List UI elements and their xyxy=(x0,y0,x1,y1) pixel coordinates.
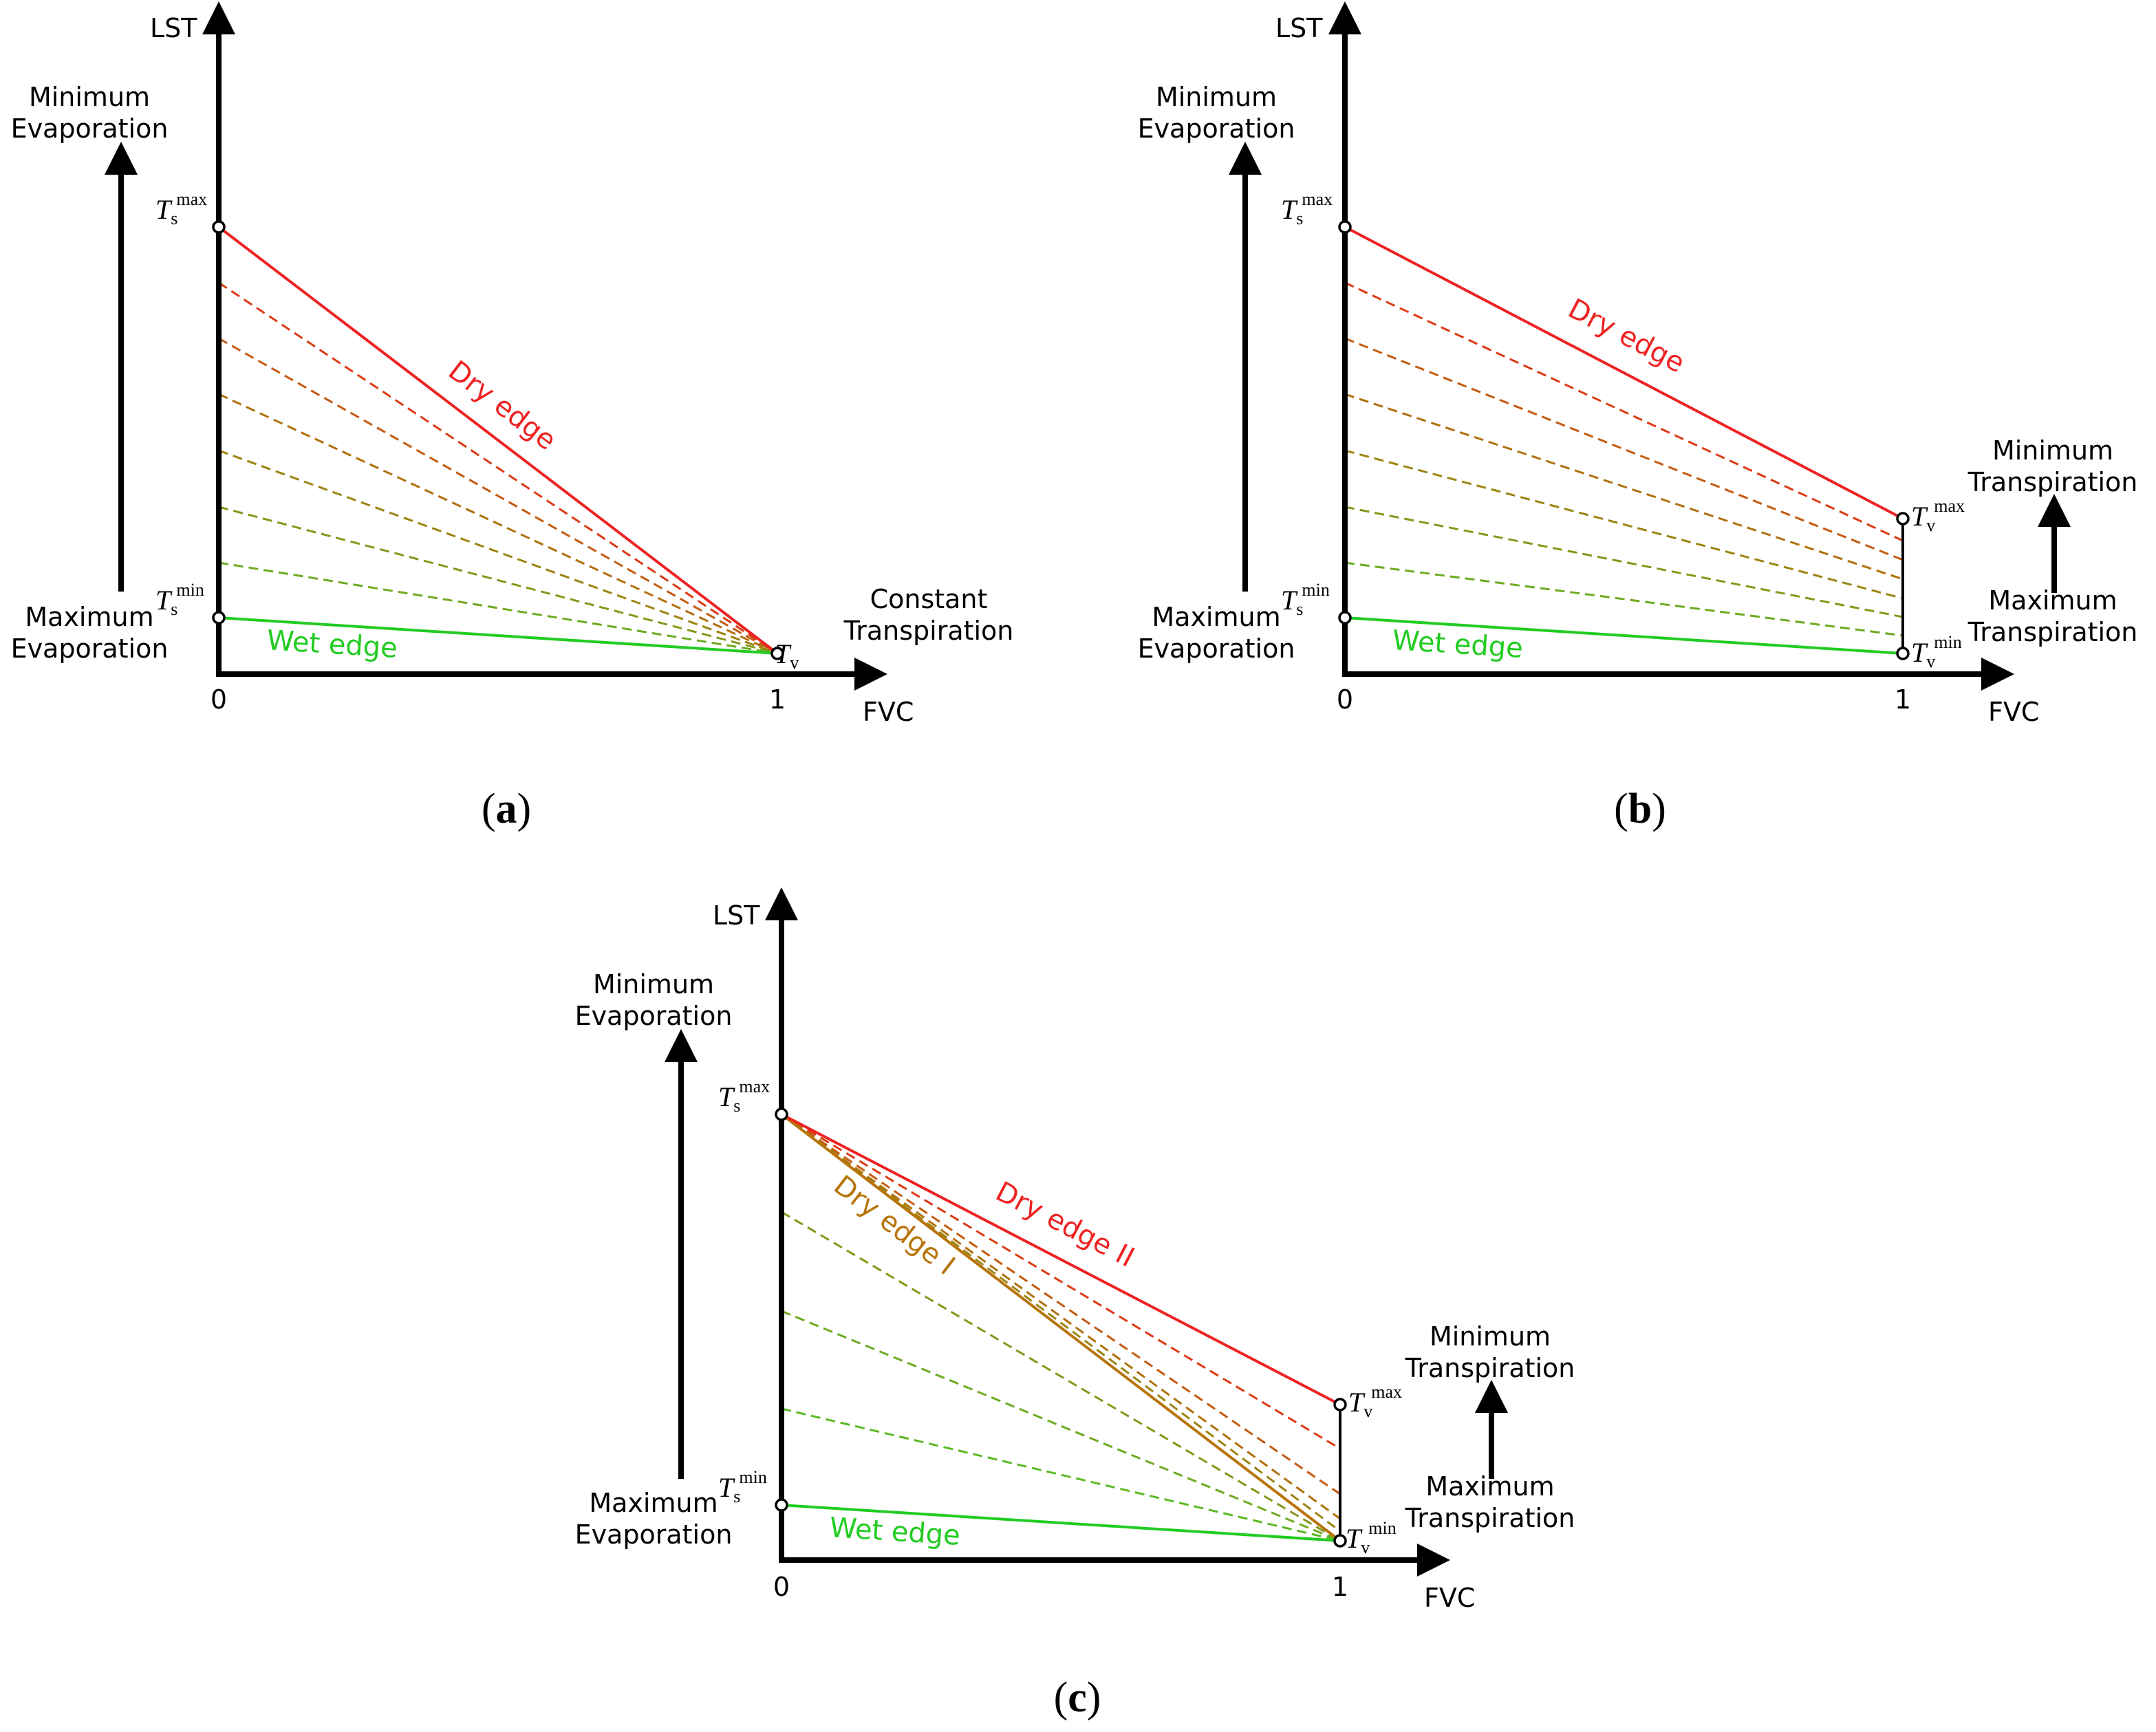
panel-c-y-axis-label: LST xyxy=(713,900,760,931)
panel-c-dashed-line-upper xyxy=(781,1113,1341,1520)
panel-a-min-evaporation-line1: Minimum xyxy=(29,82,150,112)
panel-b-tv-max-point-icon xyxy=(1896,512,1910,526)
panel-c-ts-max-symbol: Tsmax xyxy=(718,1076,770,1116)
panel-c-tv-min-point-icon xyxy=(1333,1534,1347,1548)
panel-c-dashed-line-upper xyxy=(781,1113,1341,1450)
panel-b-max-evaporation-line2: Evaporation xyxy=(1138,634,1295,664)
panel-c-dashed-line-lower xyxy=(781,1211,1341,1542)
panel-b-caption: (b) xyxy=(1614,786,1666,832)
panel-b-ts-min-point-icon xyxy=(1338,611,1352,625)
panel-b-ts-max-symbol: Tsmax xyxy=(1281,189,1333,228)
panel-c-wet-edge-line xyxy=(781,1504,1341,1542)
panel-b-dashed-line xyxy=(1344,393,1904,581)
panel-a-dashed-line xyxy=(218,506,778,655)
panel-c-tv-min-symbol: Tvmin xyxy=(1346,1518,1397,1557)
panel-c-dry-edge-ii-line xyxy=(781,1113,1341,1406)
panel-c-dashed-isolines xyxy=(781,1113,1341,1542)
panel-b-x-tick-1: 1 xyxy=(1895,684,1911,715)
panel-c-wet-edge-label: Wet edge xyxy=(828,1512,961,1552)
panel-a-dashed-line xyxy=(218,449,778,655)
panel-b-wet-edge-label: Wet edge xyxy=(1391,625,1524,664)
panel-a-tv-symbol: Tv xyxy=(775,638,799,673)
panel-b-min-evaporation-line1: Minimum xyxy=(1156,82,1277,112)
panel-c-ts-min-symbol: Tsmin xyxy=(718,1467,767,1506)
panel-a-x-axis-label: FVC xyxy=(863,697,914,727)
panel-c-dry-edge-i-label: Dry edge I xyxy=(828,1169,960,1281)
panel-a-x-tick-1: 1 xyxy=(769,684,786,715)
panel-c-x-axis-label: FVC xyxy=(1424,1583,1475,1613)
panel-a-dashed-line xyxy=(218,393,778,655)
panel-c-max-evaporation-line1: Maximum xyxy=(589,1488,718,1518)
panel-c-caption: (c) xyxy=(1054,1674,1101,1721)
panel-b-dashed-line xyxy=(1344,337,1904,561)
panel-b: LST FVC 0 1 Minimum Evaporation Maximum … xyxy=(1138,1,2138,832)
panel-c: LST FVC 0 1 Minimum Evaporation Maximum … xyxy=(575,887,1575,1721)
panel-a-constant-transpiration-line2: Transpiration xyxy=(843,616,1014,646)
panel-a-wet-edge-label: Wet edge xyxy=(266,625,398,664)
panel-a-dashed-isolines xyxy=(218,281,778,655)
panel-a-ts-max-point-icon xyxy=(212,220,226,234)
panel-a-y-axis-label: LST xyxy=(150,13,197,43)
panel-b-dashed-isolines xyxy=(1344,281,1904,637)
panel-b-dry-edge-label: Dry edge xyxy=(1563,293,1690,380)
panel-c-dry-edge-i-line xyxy=(780,1113,1341,1542)
panel-a-ts-min-point-icon xyxy=(212,611,226,625)
panel-b-dashed-line xyxy=(1344,281,1904,542)
panel-b-x-axis-label: FVC xyxy=(1988,697,2039,727)
panel-c-min-evaporation-line2: Evaporation xyxy=(575,1001,733,1031)
panel-c-max-transpiration-line2: Transpiration xyxy=(1405,1503,1575,1533)
panel-a-caption: (a) xyxy=(482,786,531,832)
panel-b-max-evaporation-line1: Maximum xyxy=(1152,602,1280,632)
panel-b-dashed-line xyxy=(1344,561,1904,637)
panel-b-y-axis-label: LST xyxy=(1275,13,1323,43)
panel-b-max-transpiration-line1: Maximum xyxy=(1988,585,2117,616)
panel-a-ts-min-symbol: Tsmin xyxy=(155,580,204,619)
panel-c-tv-max-point-icon xyxy=(1333,1398,1347,1411)
panel-a-ts-max-symbol: Tsmax xyxy=(155,189,207,228)
panel-a-max-evaporation-line2: Evaporation xyxy=(11,634,169,664)
panel-c-min-transpiration-line1: Minimum xyxy=(1430,1321,1551,1352)
panel-b-dashed-line xyxy=(1344,506,1904,618)
panel-b-dashed-line xyxy=(1344,449,1904,600)
panel-b-tv-min-point-icon xyxy=(1896,647,1910,660)
panel-b-ts-max-point-icon xyxy=(1338,220,1352,234)
panel-c-x-tick-0: 0 xyxy=(773,1572,790,1602)
panel-c-dashed-line-lower xyxy=(781,1310,1341,1542)
panel-c-min-evaporation-line1: Minimum xyxy=(593,969,714,999)
panel-a: LST FVC 0 1 Minimum Evaporation Maximum … xyxy=(11,1,1014,832)
panel-b-min-evaporation-line2: Evaporation xyxy=(1138,113,1295,144)
panel-c-dry-edge-ii-label: Dry edge II xyxy=(991,1176,1139,1273)
panel-c-tv-max-symbol: Tvmax xyxy=(1348,1382,1402,1421)
panel-b-tv-min-symbol: Tvmin xyxy=(1911,632,1962,671)
panel-c-min-transpiration-line2: Transpiration xyxy=(1405,1353,1575,1383)
panel-a-dry-edge-label: Dry edge xyxy=(442,355,562,457)
panel-a-constant-transpiration-line1: Constant xyxy=(870,584,988,614)
panel-a-dry-edge-line xyxy=(217,226,779,655)
panel-a-x-tick-0: 0 xyxy=(211,684,227,715)
panel-c-max-evaporation-line2: Evaporation xyxy=(575,1519,733,1550)
panel-a-tv-point-icon xyxy=(770,647,784,660)
panel-b-min-transpiration-line1: Minimum xyxy=(1992,435,2113,466)
panel-a-min-evaporation-line2: Evaporation xyxy=(11,113,169,144)
panel-b-wet-edge-line xyxy=(1344,616,1904,655)
panel-b-x-tick-0: 0 xyxy=(1337,684,1353,715)
panel-a-dashed-line xyxy=(218,337,778,655)
panel-c-x-tick-1: 1 xyxy=(1332,1572,1348,1602)
panel-c-dashed-line-upper xyxy=(781,1113,1341,1495)
panel-b-max-transpiration-line2: Transpiration xyxy=(1968,617,2138,647)
panel-b-tv-max-symbol: Tvmax xyxy=(1911,496,1965,535)
panel-b-dry-edge-line xyxy=(1344,226,1904,520)
panel-c-ts-min-point-icon xyxy=(775,1498,788,1512)
panel-a-wet-edge-line xyxy=(218,616,778,655)
panel-c-max-transpiration-line1: Maximum xyxy=(1425,1471,1554,1502)
panel-b-min-transpiration-line2: Transpiration xyxy=(1968,467,2138,497)
panel-c-dashed-line-lower xyxy=(781,1407,1341,1542)
panel-c-ts-max-point-icon xyxy=(775,1107,788,1121)
panel-a-dashed-line xyxy=(218,561,778,655)
panel-c-dashed-line-upper xyxy=(781,1113,1341,1533)
panel-a-max-evaporation-line1: Maximum xyxy=(25,602,153,632)
panel-b-ts-min-symbol: Tsmin xyxy=(1281,580,1330,619)
panel-a-dashed-line xyxy=(218,281,778,655)
